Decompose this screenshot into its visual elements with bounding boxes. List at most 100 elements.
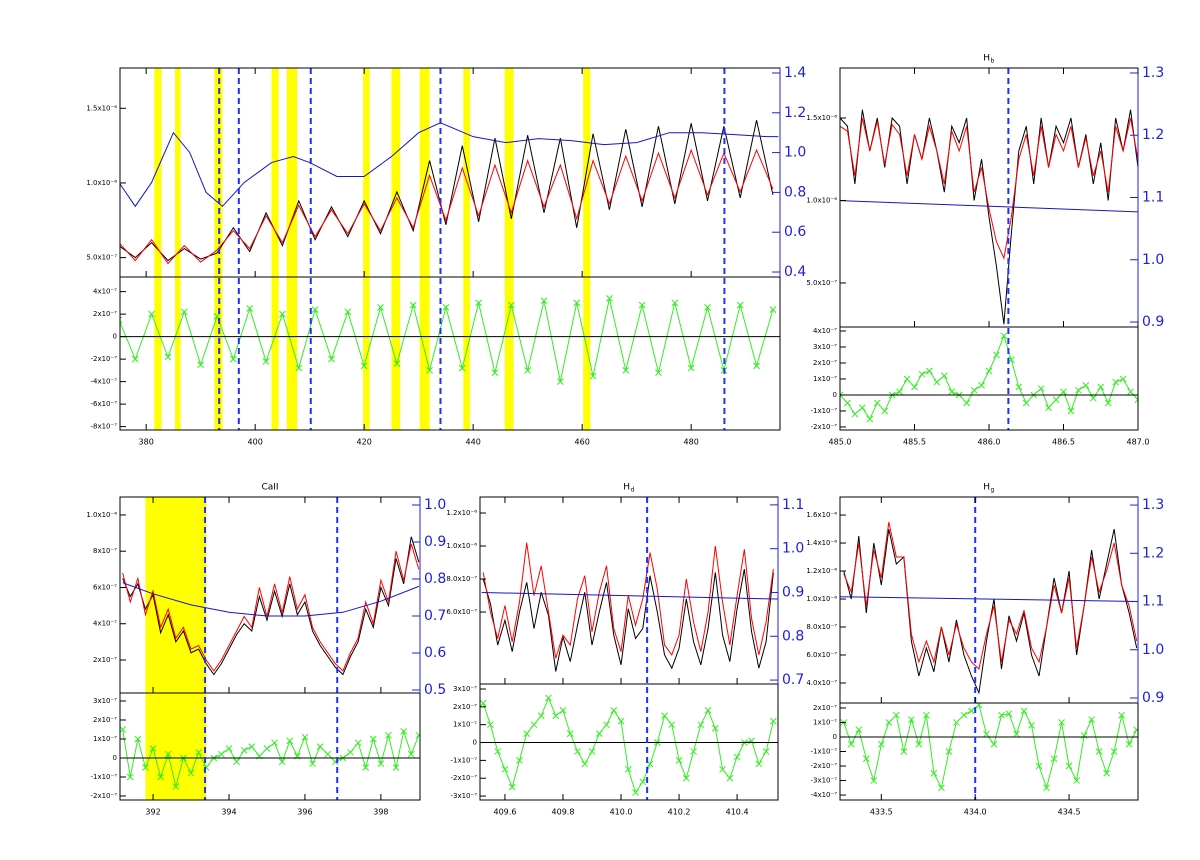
- residual-line: [843, 704, 1138, 790]
- residual-marker: [762, 748, 770, 755]
- residual-y-tick-label: 3x10⁻⁷: [453, 685, 477, 693]
- residual-y-tick-label: 3x10⁻⁷: [813, 343, 837, 351]
- residual-marker: [480, 699, 487, 707]
- residual-marker: [262, 358, 270, 365]
- residual-marker: [271, 739, 278, 747]
- residual-marker: [1043, 784, 1050, 792]
- residual-marker: [638, 301, 646, 309]
- residual-marker: [286, 737, 294, 745]
- y-tick-label: 1.2x10⁻⁶: [446, 509, 477, 517]
- residual-y-tick-label: -1x10⁻⁷: [90, 773, 117, 781]
- y2-tick-label: 0.7: [424, 608, 446, 624]
- spectrum-line: [122, 543, 420, 672]
- residual-marker: [248, 743, 256, 750]
- residual-marker: [187, 769, 195, 777]
- residual-marker: [753, 362, 760, 370]
- continuum-line: [840, 200, 1138, 213]
- residual-y-tick-label: 3x10⁻⁷: [93, 697, 117, 705]
- residual-marker: [606, 295, 613, 302]
- y-tick-label: 1.0x10⁻⁶: [86, 511, 117, 519]
- spectrum-line: [482, 569, 774, 672]
- residual-y-tick-label: -2x10⁻⁷: [450, 774, 477, 782]
- residual-marker: [624, 765, 632, 773]
- residual-marker: [316, 743, 324, 750]
- residual-marker: [940, 372, 948, 380]
- residual-marker: [639, 778, 647, 786]
- residual-marker: [682, 774, 690, 782]
- residual-marker: [1080, 732, 1088, 739]
- line-band: [583, 68, 591, 430]
- x-tick-label: 409.8: [552, 808, 575, 817]
- residual-frame: [479, 683, 779, 801]
- x-tick-label: 410.2: [668, 808, 691, 817]
- x-tick-label: 410.4: [726, 808, 749, 817]
- residual-marker: [552, 712, 560, 720]
- residual-marker: [589, 372, 597, 380]
- residual-marker: [442, 304, 450, 311]
- residual-marker: [409, 301, 417, 309]
- y2-tick-label: 0.8: [424, 571, 446, 587]
- y2-tick-label: 0.9: [782, 584, 804, 600]
- residual-marker: [990, 740, 998, 748]
- residual-marker: [131, 355, 139, 363]
- residual-marker: [896, 388, 903, 396]
- residual-marker: [557, 378, 564, 385]
- x-tick-label: 486.0: [978, 438, 1001, 447]
- residual-marker: [1134, 396, 1138, 404]
- residual-marker: [736, 301, 744, 309]
- residual-marker: [393, 360, 401, 367]
- residual-marker: [918, 370, 926, 378]
- residual-y-tick-label: 1x10⁻⁷: [813, 375, 837, 383]
- residual-marker: [755, 760, 763, 768]
- line-band: [175, 68, 181, 430]
- y-tick-label: 5.0x10⁻⁷: [86, 254, 117, 262]
- line-band: [286, 68, 298, 430]
- residual-marker: [960, 711, 968, 719]
- residual-marker: [908, 716, 915, 723]
- residual-marker: [632, 789, 639, 796]
- residual-marker: [1119, 375, 1127, 383]
- residual-marker: [877, 740, 885, 748]
- x-tick-label: 398: [373, 808, 388, 817]
- residual-marker: [923, 711, 930, 719]
- line-band: [463, 68, 470, 430]
- y-tick-label: 4.0x10⁻⁷: [806, 679, 837, 687]
- line-band: [419, 68, 430, 430]
- residual-marker: [545, 694, 552, 702]
- residual-marker: [1073, 777, 1080, 784]
- spectrum-line: [120, 148, 774, 265]
- y2-tick-label: 1.1: [782, 497, 804, 513]
- y-tick-label: 1.0x10⁻⁶: [86, 179, 117, 187]
- residual-marker: [385, 731, 392, 739]
- residual-marker: [870, 777, 878, 784]
- y2-tick-label: 1.3: [1142, 65, 1164, 81]
- residual-marker: [1037, 385, 1045, 392]
- residual-marker: [915, 740, 923, 748]
- x-tick-label: 433.5: [870, 808, 893, 817]
- residual-marker: [566, 730, 574, 737]
- residual-marker: [360, 362, 368, 370]
- x-tick-label: 485.5: [903, 438, 926, 447]
- residual-y-tick-label: 2x10⁻⁷: [453, 703, 477, 711]
- residual-marker: [770, 717, 777, 725]
- residual-marker: [172, 783, 180, 790]
- residual-marker: [1015, 383, 1023, 391]
- residual-marker: [523, 730, 531, 737]
- residual-y-tick-label: 2x10⁻⁷: [813, 359, 837, 367]
- residual-y-tick-label: 0: [833, 733, 837, 741]
- residual-marker: [938, 784, 945, 792]
- x-tick-label: 486.5: [1052, 438, 1075, 447]
- x-tick-label: 380: [139, 438, 154, 447]
- residual-marker: [622, 367, 630, 374]
- residual-marker: [885, 719, 893, 726]
- residual-marker: [197, 361, 205, 369]
- residual-frame: [119, 276, 781, 431]
- residual-marker: [1089, 394, 1097, 402]
- residual-marker: [1035, 762, 1043, 770]
- residual-marker: [246, 305, 254, 312]
- residual-marker: [1065, 762, 1073, 770]
- panel-title: H: [983, 483, 990, 493]
- y2-tick-label: 1.0: [424, 497, 446, 513]
- residual-marker: [475, 299, 482, 307]
- residual-line: [122, 729, 420, 787]
